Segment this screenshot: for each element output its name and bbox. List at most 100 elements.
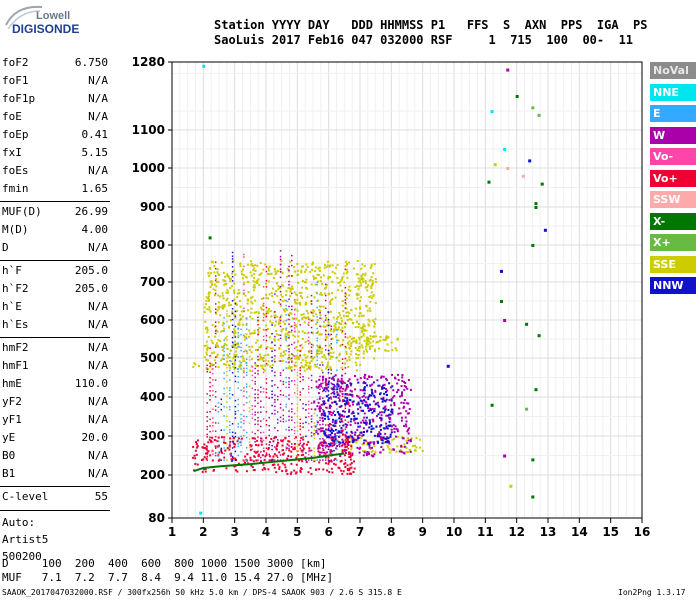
echo-point (323, 266, 326, 269)
echo-point (274, 360, 276, 363)
echo-point (234, 344, 237, 346)
echo-point (311, 261, 314, 264)
echo-point (301, 444, 304, 447)
echo-point (245, 344, 248, 346)
echo-point (299, 295, 302, 298)
echo-point (349, 344, 352, 347)
echo-point (403, 452, 406, 455)
echo-point (357, 288, 360, 291)
echo-point (368, 422, 371, 425)
echo-point (407, 432, 410, 435)
echo-point (355, 441, 358, 444)
echo-point (296, 396, 299, 399)
echo-point (305, 278, 308, 281)
echo-point (418, 446, 421, 449)
echo-point (285, 420, 287, 423)
echo-point (243, 376, 245, 379)
echo-point (391, 411, 394, 414)
echo-point (390, 399, 393, 402)
echo-point (251, 370, 254, 372)
echo-point (313, 451, 316, 453)
echo-point (307, 321, 310, 324)
echo-point (344, 407, 347, 410)
echo-point (265, 315, 268, 318)
echo-point (265, 362, 268, 365)
echo-point (291, 264, 293, 267)
echo-point (364, 286, 367, 289)
echo-point (391, 396, 394, 399)
echo-point (333, 440, 335, 442)
echo-point (285, 376, 287, 379)
echo-point (212, 417, 214, 419)
echo-point (282, 394, 285, 396)
echo-point (340, 377, 343, 380)
echo-point (312, 357, 315, 360)
echo-point (374, 350, 377, 353)
echo-point (335, 421, 338, 424)
echo-point (206, 393, 208, 395)
echo-point (260, 308, 263, 311)
echo-point (366, 289, 369, 292)
echo-point (307, 388, 310, 390)
echo-point (307, 323, 310, 326)
echo-point (252, 264, 255, 267)
echo-point (333, 425, 335, 427)
echo-point (356, 428, 359, 431)
echo-point (205, 358, 208, 361)
echo-point (341, 330, 344, 332)
echo-point (377, 384, 380, 387)
echo-point (293, 324, 296, 327)
echo-point (385, 336, 388, 339)
echo-point (374, 318, 377, 321)
echo-point (259, 306, 262, 309)
echo-point (277, 288, 280, 291)
echo-point (330, 387, 333, 389)
echo-point (281, 439, 284, 442)
echo-point (368, 307, 371, 310)
echo-point (239, 265, 242, 268)
echo-point (305, 460, 308, 463)
footer-version: Ion2Png 1.3.17 (618, 588, 686, 597)
echo-point (327, 320, 330, 323)
echo-point (303, 321, 306, 324)
echo-point (237, 454, 239, 457)
echo-point (311, 312, 314, 315)
echo-point (257, 329, 259, 331)
echo-point (329, 310, 332, 313)
echo-point (308, 447, 311, 450)
echo-point (264, 468, 267, 471)
echo-point (226, 273, 229, 276)
echo-point (233, 361, 236, 364)
echo-point (251, 405, 254, 407)
echo-point (205, 344, 208, 347)
echo-point (327, 321, 330, 324)
echo-point (291, 428, 293, 431)
echo-point (346, 359, 349, 362)
echo-point (333, 383, 335, 386)
echo-point (294, 300, 297, 303)
echo-point (407, 428, 410, 431)
y-tick-label: 500 (140, 351, 165, 365)
echo-point (212, 368, 214, 370)
echo-point (227, 354, 230, 357)
echo-point (362, 280, 365, 283)
echo-point (386, 436, 389, 439)
echo-point (233, 328, 236, 331)
echo-point (287, 367, 290, 370)
echo-point (213, 351, 216, 354)
echo-point (302, 444, 304, 446)
echo-point (266, 363, 269, 366)
echo-point (230, 319, 233, 322)
echo-point (367, 318, 370, 321)
echo-point (271, 380, 273, 382)
echo-point (229, 369, 231, 372)
echo-point (350, 445, 353, 448)
echo-point (336, 341, 338, 344)
echo-point (398, 407, 401, 410)
echo-point (327, 410, 330, 413)
echo-point (336, 459, 338, 461)
echo-point (234, 413, 237, 415)
echo-point (296, 387, 299, 389)
echo-point (279, 250, 282, 252)
echo-point (222, 441, 225, 444)
